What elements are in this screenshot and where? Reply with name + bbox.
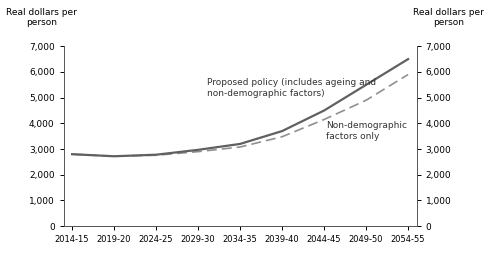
Text: Real dollars per
person: Real dollars per person [6,8,77,27]
Text: Non-demographic
factors only: Non-demographic factors only [326,121,407,141]
Text: Real dollars per
person: Real dollars per person [413,8,484,27]
Text: Proposed policy (includes ageing and
non-demographic factors): Proposed policy (includes ageing and non… [206,78,376,98]
